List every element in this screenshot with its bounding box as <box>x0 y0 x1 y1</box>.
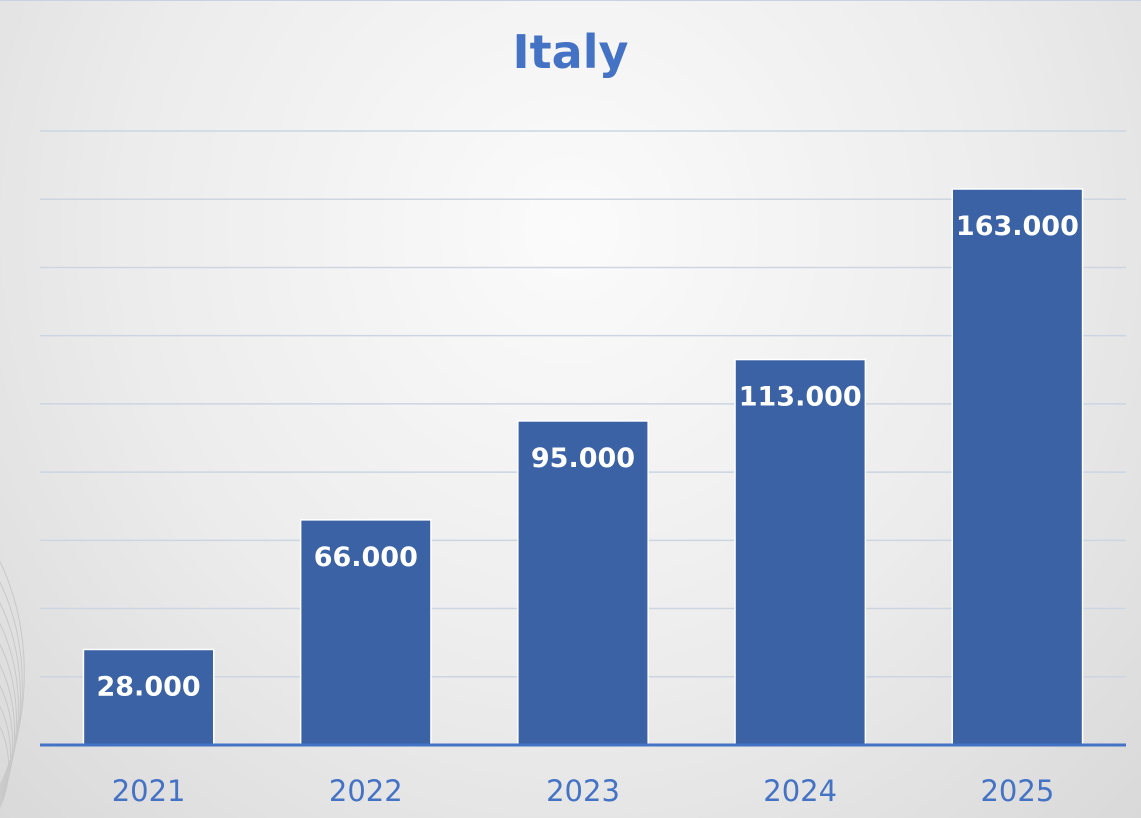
bar-2024 <box>734 358 867 746</box>
x-tick-label-2021: 2021 <box>112 774 186 808</box>
decorative-arc <box>0 684 14 803</box>
data-label-2025: 163.000 <box>956 211 1079 242</box>
data-label-2021: 28.000 <box>96 671 200 702</box>
x-tick-label-2024: 2024 <box>763 774 837 808</box>
decorative-arc <box>0 705 12 806</box>
decorative-arc <box>0 560 25 786</box>
data-labels: 28.000 66.000 95.000 113.000 163.000 <box>96 211 1078 703</box>
data-label-2023: 95.000 <box>531 443 635 474</box>
decorative-arc <box>0 581 23 789</box>
decorative-arc <box>0 664 16 800</box>
decorative-arcs <box>0 560 25 808</box>
x-tick-label-2022: 2022 <box>329 774 403 808</box>
decorative-arc <box>0 602 21 792</box>
x-tick-label-2023: 2023 <box>546 774 620 808</box>
chart-title: Italy <box>512 25 629 79</box>
bars <box>82 188 1084 746</box>
bar-2022 <box>299 519 432 746</box>
x-tick-label-2025: 2025 <box>980 774 1054 808</box>
x-axis: 2021 2022 2023 2024 2025 <box>40 743 1126 808</box>
decorative-arc <box>0 643 17 797</box>
data-label-2024: 113.000 <box>739 382 862 413</box>
data-label-2022: 66.000 <box>314 542 418 573</box>
bar-2023 <box>517 420 649 746</box>
decorative-arc <box>0 622 19 795</box>
bar-2025 <box>951 188 1084 746</box>
bar-2021 <box>82 648 215 746</box>
